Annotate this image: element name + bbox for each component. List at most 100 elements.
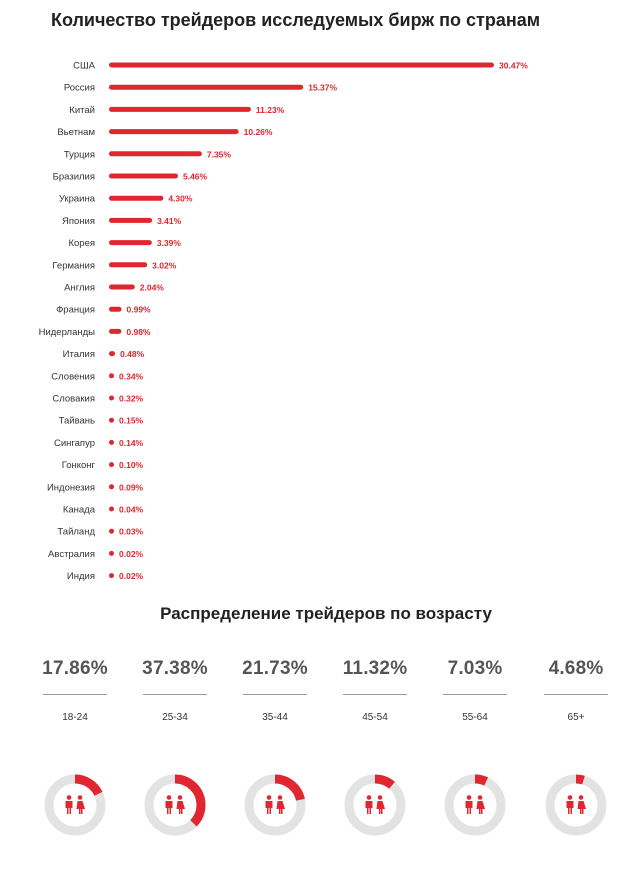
age-group: 17.86% 18-24 bbox=[25, 658, 125, 723]
age-percent: 37.38% bbox=[142, 658, 208, 679]
bar bbox=[109, 173, 178, 179]
bar bbox=[109, 351, 116, 357]
age-group: 11.32% 45-54 bbox=[325, 658, 425, 723]
donut-track bbox=[344, 774, 406, 836]
bar-value-label: 0.34% bbox=[119, 371, 144, 381]
bar-value-label: 7.35% bbox=[207, 149, 232, 159]
bar bbox=[109, 217, 153, 223]
bar-category-label: Россия bbox=[64, 83, 95, 94]
bar bbox=[109, 284, 135, 290]
bar-value-label: 15.37% bbox=[308, 83, 337, 93]
bar bbox=[109, 506, 114, 512]
donut-slice bbox=[545, 774, 607, 836]
age-chart-title: Распределение трейдеров по возрасту bbox=[160, 604, 492, 623]
bar bbox=[109, 84, 304, 90]
age-donut bbox=[244, 774, 306, 836]
bar-value-label: 0.15% bbox=[119, 416, 144, 426]
bar-value-label: 0.03% bbox=[119, 527, 144, 537]
donut-track bbox=[545, 774, 607, 836]
age-percent: 11.32% bbox=[342, 658, 408, 679]
age-donut bbox=[444, 774, 506, 836]
age-range-label: 18-24 bbox=[62, 712, 88, 723]
age-group: 4.68% 65+ bbox=[526, 658, 626, 723]
bar bbox=[109, 373, 114, 379]
bar bbox=[109, 129, 239, 135]
bar-category-label: Индия bbox=[67, 571, 95, 582]
bar-category-label: Индонезия bbox=[47, 482, 95, 493]
age-donut bbox=[344, 774, 406, 836]
bar-category-label: Турция bbox=[64, 149, 95, 160]
bar-category-label: Украина bbox=[59, 194, 96, 205]
bar-value-label: 11.23% bbox=[256, 105, 285, 115]
age-donut bbox=[545, 774, 607, 836]
bar-value-label: 0.10% bbox=[119, 460, 144, 470]
bar-category-label: Австралия bbox=[48, 549, 95, 560]
age-donut bbox=[44, 774, 106, 836]
bar bbox=[109, 550, 114, 556]
age-percent: 4.68% bbox=[548, 658, 604, 679]
people-icon bbox=[365, 795, 385, 814]
bar bbox=[109, 462, 114, 468]
age-group: 21.73% 35-44 bbox=[225, 658, 325, 723]
bar bbox=[109, 306, 122, 312]
bar bbox=[109, 262, 148, 268]
age-divider bbox=[443, 694, 507, 695]
bar-category-label: Гонконг bbox=[62, 460, 96, 471]
bar-category-label: Сингапур bbox=[54, 438, 95, 449]
bar-category-label: Вьетнам bbox=[57, 127, 95, 138]
age-range-label: 55-64 bbox=[462, 712, 488, 723]
people-icon bbox=[165, 795, 185, 814]
bar-value-label: 0.48% bbox=[120, 349, 145, 359]
donut-slice bbox=[44, 774, 106, 836]
people-icon bbox=[465, 795, 485, 814]
bar-value-label: 0.02% bbox=[119, 571, 144, 581]
bar-value-label: 3.39% bbox=[157, 238, 182, 248]
bar bbox=[109, 195, 164, 201]
bar-category-label: Бразилия bbox=[53, 172, 95, 183]
bar bbox=[109, 328, 122, 334]
people-icon bbox=[265, 795, 285, 814]
bar-value-label: 0.02% bbox=[119, 549, 144, 559]
bar-value-label: 0.04% bbox=[119, 505, 144, 515]
bar-category-label: Франция bbox=[56, 305, 95, 316]
bar bbox=[109, 395, 114, 401]
bar-value-label: 30.47% bbox=[499, 61, 528, 71]
bar-value-label: 2.04% bbox=[140, 283, 165, 293]
bar-category-label: США bbox=[73, 61, 96, 72]
bar-category-label: Нидерланды bbox=[39, 327, 96, 338]
age-donut bbox=[144, 774, 206, 836]
age-percent: 7.03% bbox=[447, 658, 503, 679]
age-range-label: 45-54 bbox=[362, 712, 388, 723]
age-range-label: 25-34 bbox=[162, 712, 188, 723]
bar-category-label: Италия bbox=[63, 349, 95, 360]
bar bbox=[109, 240, 152, 246]
bar-category-label: Япония bbox=[62, 216, 95, 227]
donut-track bbox=[444, 774, 506, 836]
age-group: 37.38% 25-34 bbox=[125, 658, 225, 723]
donut-slice bbox=[444, 774, 506, 836]
donut-slice bbox=[344, 774, 406, 836]
bar bbox=[109, 528, 114, 534]
bar-category-label: Германия bbox=[52, 260, 95, 271]
bar bbox=[109, 439, 114, 445]
bar-category-label: Канада bbox=[63, 505, 96, 516]
bar-value-label: 4.30% bbox=[168, 194, 193, 204]
people-icon bbox=[65, 795, 85, 814]
age-range-label: 65+ bbox=[567, 712, 585, 723]
bar-category-label: Словения bbox=[51, 371, 95, 382]
bar-value-label: 0.09% bbox=[119, 482, 144, 492]
bar-value-label: 0.99% bbox=[127, 305, 152, 315]
bar-category-label: Англия bbox=[64, 283, 95, 294]
bar bbox=[109, 106, 251, 112]
donut-slice bbox=[244, 774, 306, 836]
age-divider bbox=[243, 694, 307, 695]
bar bbox=[109, 62, 494, 68]
bar bbox=[109, 573, 114, 579]
age-divider bbox=[343, 694, 407, 695]
bar-category-label: Китай bbox=[69, 105, 95, 116]
donut-slice bbox=[144, 774, 206, 836]
bar bbox=[109, 484, 114, 490]
countries-chart-title: Количество трейдеров исследуемых бирж по… bbox=[50, 10, 541, 30]
bar-value-label: 0.14% bbox=[119, 438, 144, 448]
bar-category-label: Словакия bbox=[52, 394, 95, 405]
